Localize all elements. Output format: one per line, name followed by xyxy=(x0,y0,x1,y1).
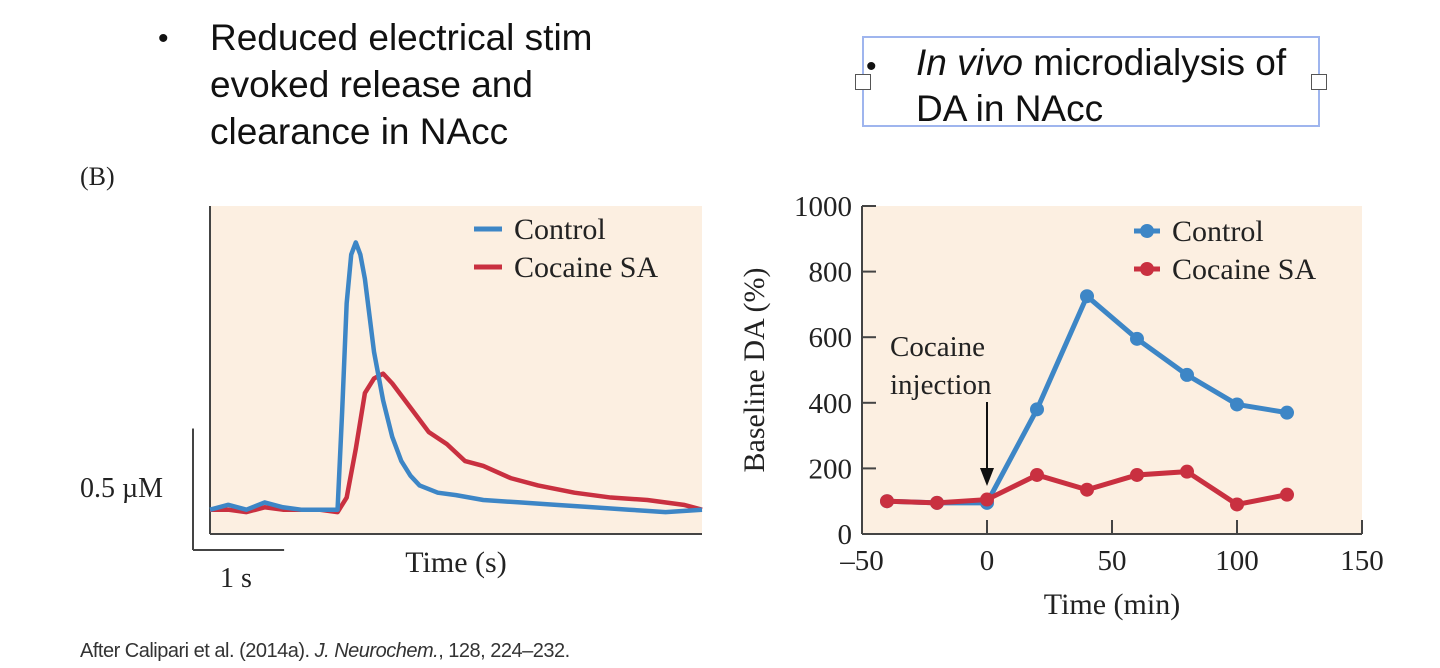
chart2-point-0 xyxy=(930,495,944,510)
bullet-right-rest: microdialysis of xyxy=(1022,42,1287,83)
chart2-point-0 xyxy=(1030,402,1044,417)
chart2-series-line-1 xyxy=(886,469,1288,507)
chart2-x-tick-label: –50 xyxy=(839,545,884,577)
chart2-legend-label-0: Control xyxy=(1172,215,1264,248)
chart1-background xyxy=(210,206,702,534)
resize-handle-left[interactable] xyxy=(855,74,871,90)
chart1-series-line-1 xyxy=(210,371,703,515)
chart2-point-0 xyxy=(1230,397,1244,412)
chart2-legend-label-1: Cocaine SA xyxy=(1172,253,1316,286)
chart2-y-label: Baseline DA (%) xyxy=(738,268,771,473)
scale-bar-y-label: 0.5 µM xyxy=(80,473,163,504)
chart2-point-0 xyxy=(980,495,994,510)
chart2-y-tick-label: 800 xyxy=(809,257,853,289)
annotation-text-line-0: Cocaine xyxy=(890,331,985,363)
chart2-point-1 xyxy=(1030,467,1044,482)
bullet-right-symbol: • xyxy=(866,50,877,83)
chart2-point-0 xyxy=(1180,367,1194,382)
chart2-series-line-0 xyxy=(886,293,1288,506)
chart2-x-tick-label: 0 xyxy=(980,545,995,577)
chart2-x-label: Time (min) xyxy=(1044,588,1180,621)
annotation-arrow-head xyxy=(980,468,994,486)
chart2-point-1 xyxy=(1280,487,1294,502)
bullet-left-symbol: • xyxy=(158,22,169,55)
bullet-right-line-1: In vivo microdialysis of xyxy=(916,40,1336,86)
chart2-point-1 xyxy=(1130,467,1144,482)
chart2-point-1 xyxy=(880,494,894,509)
chart2-point-1 xyxy=(1080,482,1094,497)
chart2-point-0 xyxy=(1080,289,1094,304)
chart2-point-0 xyxy=(880,494,894,509)
bullet-left-text[interactable]: Reduced electrical stim evoked release a… xyxy=(210,14,710,155)
bullet-right-italic: In vivo xyxy=(916,42,1023,83)
chart2-point-1 xyxy=(930,495,944,510)
chart2-background xyxy=(862,206,1362,534)
bullet-left-line-2: evoked release and xyxy=(210,64,533,105)
chart2-legend-marker-1 xyxy=(1140,262,1154,276)
chart2-y-tick-label: 600 xyxy=(809,322,853,354)
chart-voltammetry: Control Cocaine SA 0.5 µM 1 s Time (s) xyxy=(80,206,703,594)
bullet-left-line-1: Reduced electrical stim xyxy=(210,17,593,58)
bullet-right-text[interactable]: In vivo microdialysis of DA in NAcc xyxy=(916,40,1336,132)
chart1-legend-label-1: Cocaine SA xyxy=(514,251,658,284)
scale-bar-x-label: 1 s xyxy=(220,563,252,594)
chart2-legend-marker-0 xyxy=(1140,224,1154,238)
chart2-point-1 xyxy=(1180,464,1194,479)
chart2-point-1 xyxy=(980,492,994,507)
chart2-y-tick-label: 400 xyxy=(809,388,853,420)
bullet-left-line-3: clearance in NAcc xyxy=(210,111,509,152)
chart1-x-label: Time (s) xyxy=(405,546,506,579)
figure-caption: After Calipari et al. (2014a). J. Neuroc… xyxy=(80,640,570,663)
caption-suffix: , 128, 224–232. xyxy=(438,640,570,662)
caption-journal: J. Neurochem. xyxy=(314,640,439,662)
resize-handle-right[interactable] xyxy=(1311,74,1327,90)
chart2-x-tick-label: 150 xyxy=(1340,545,1384,577)
chart2-y-tick-label: 1000 xyxy=(794,191,852,223)
chart2-point-0 xyxy=(1130,331,1144,346)
panel-label: (B) xyxy=(80,162,115,191)
chart2-y-tick-label: 200 xyxy=(809,453,853,485)
chart2-x-tick-label: 50 xyxy=(1098,545,1127,577)
chart1-series-line-0 xyxy=(209,240,703,515)
caption-prefix: After Calipari et al. (2014a). xyxy=(80,640,315,662)
bullet-right-line-2: DA in NAcc xyxy=(916,88,1104,129)
chart2-x-tick-label: 100 xyxy=(1215,545,1259,577)
selected-text-box[interactable]: • In vivo microdialysis of DA in NAcc xyxy=(855,36,1327,129)
chart2-y-tick-label: 0 xyxy=(838,519,853,551)
chart2-point-1 xyxy=(1230,497,1244,512)
chart1-legend-label-0: Control xyxy=(514,213,606,246)
annotation-text-line-1: injection xyxy=(890,369,992,401)
chart2-point-0 xyxy=(1280,405,1294,420)
